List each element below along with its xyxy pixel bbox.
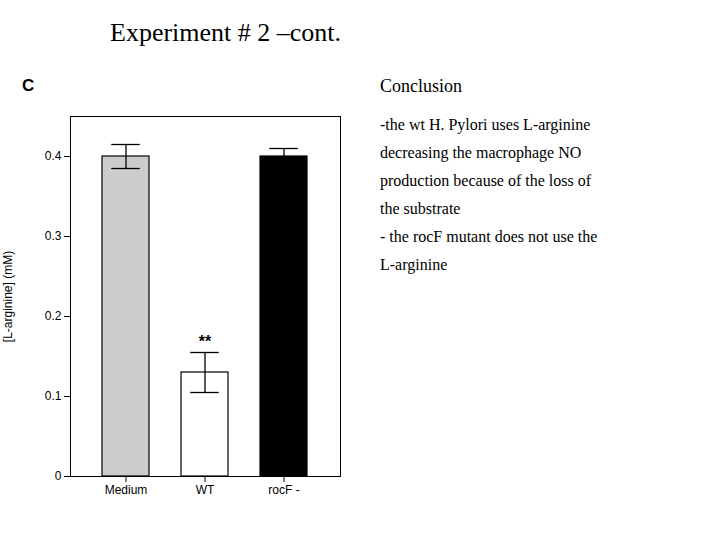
svg-text:0: 0 [55, 469, 62, 483]
html-text:the substrate: the substrate [380, 200, 461, 217]
svg-text:0.2: 0.2 [45, 309, 62, 323]
svg-text:[L-arginine] (mM): [L-arginine] (mM) [1, 251, 15, 342]
svg-text:rocF -: rocF - [268, 483, 299, 497]
html-text:-the wt H. Pylori uses L-argin: -the wt H. Pylori uses L-arginine [380, 116, 591, 133]
svg-text:0.3: 0.3 [45, 229, 62, 243]
html-text:- the rocF mutant does not use: - the rocF mutant does not use the [380, 228, 598, 245]
svg-text:0.4: 0.4 [45, 149, 62, 163]
html-text:C: C [22, 76, 35, 95]
html-text:Conclusion: Conclusion [380, 76, 462, 96]
svg-text:**: ** [199, 333, 212, 350]
svg-text:WT: WT [196, 483, 215, 497]
html-text:Experiment # 2 –cont.: Experiment # 2 –cont. [110, 18, 342, 47]
svg-text:0.1: 0.1 [45, 389, 62, 403]
svg-text:Medium: Medium [105, 483, 148, 497]
html-text:decreasing the macrophage NO: decreasing the macrophage NO [380, 144, 582, 161]
html-text:production because of the loss: production because of the loss of [380, 172, 592, 189]
html-text:L-arginine: L-arginine [380, 256, 448, 273]
